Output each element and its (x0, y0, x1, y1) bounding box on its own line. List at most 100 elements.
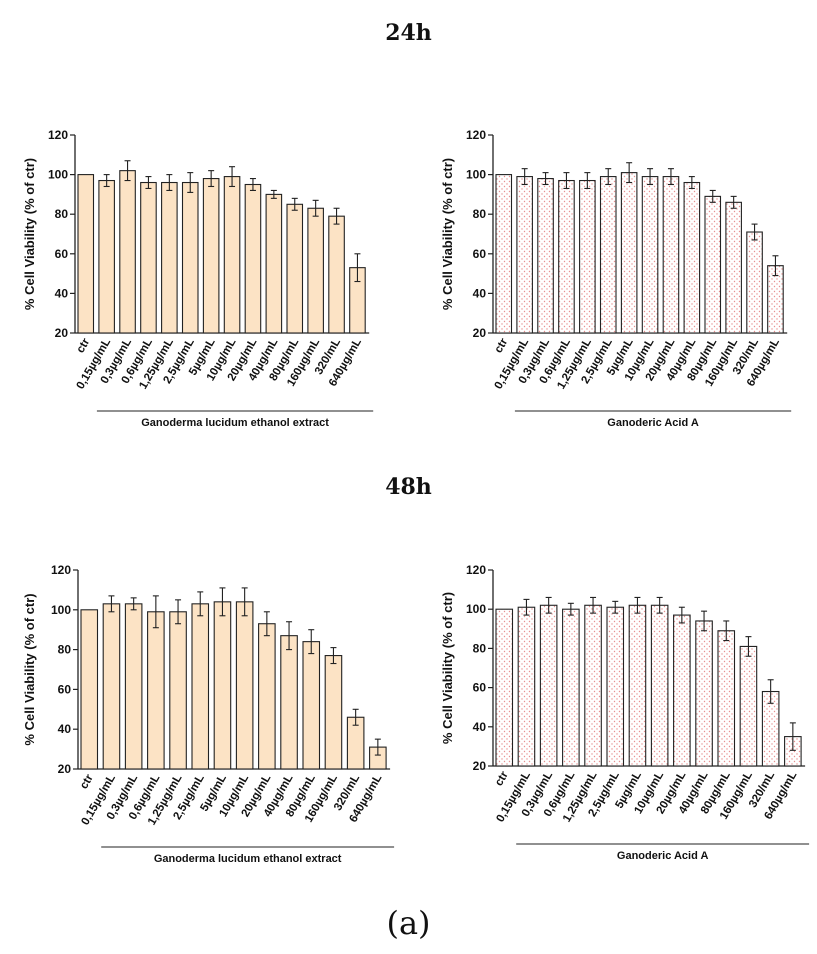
bar-10 (286, 203, 304, 334)
error-bar-2 (545, 596, 552, 614)
error-bar-13 (789, 722, 796, 751)
bar-4 (584, 604, 602, 767)
error-bar-1 (523, 598, 530, 616)
x-tick-label: ctr (493, 769, 511, 788)
bar-5 (599, 176, 617, 334)
error-bar-7 (241, 587, 248, 617)
error-bar-5 (605, 168, 612, 186)
bar-chart-24h-acid: % Cell Viability (% of ctr) 20 40 60 80 100 12… (440, 128, 792, 429)
bar-11 (324, 655, 343, 770)
error-bar-7 (647, 168, 654, 186)
error-bar-6 (626, 162, 633, 184)
group-label: Ganoderic Acid A (607, 417, 699, 429)
bar-2 (539, 604, 558, 767)
section-title-24h: 24h (385, 20, 432, 46)
group-label: Ganoderma lucidum ethanol extract (154, 853, 342, 865)
bar-6 (628, 604, 647, 767)
error-bar-7 (656, 596, 663, 614)
y-axis-label: % Cell Viability (% of ctr) (22, 158, 37, 310)
bar-5 (191, 603, 210, 770)
error-bar-11 (312, 199, 319, 217)
y-tick-label: 40 (473, 720, 487, 734)
bar-3 (140, 181, 157, 334)
y-tick-label: 60 (473, 681, 487, 695)
bar-2 (119, 170, 136, 334)
bar-9 (280, 635, 298, 770)
bar-12 (746, 231, 763, 334)
y-tick-label: 40 (58, 722, 72, 736)
figure-label: (a) (386, 904, 431, 942)
bar-11 (307, 207, 324, 334)
y-tick-label: 100 (466, 168, 486, 182)
error-bar-12 (767, 679, 774, 704)
error-bar-12 (751, 223, 758, 241)
y-tick-label: 80 (58, 643, 72, 657)
error-bar-10 (709, 189, 716, 203)
bar-4 (579, 179, 596, 334)
bar-3 (562, 608, 580, 767)
y-tick-label: 100 (466, 602, 486, 616)
error-bar-11 (330, 647, 337, 665)
error-bar-1 (521, 168, 528, 186)
bar-0 (80, 609, 99, 770)
error-bar-8 (249, 178, 256, 191)
error-bar-10 (308, 629, 315, 655)
error-bar-3 (145, 176, 152, 190)
error-bar-12 (352, 708, 359, 726)
y-tick-label: 100 (51, 603, 71, 617)
bar-4 (169, 611, 187, 770)
bar-2 (537, 178, 554, 334)
error-bar-2 (130, 597, 137, 611)
bar-3 (147, 611, 165, 770)
error-bar-6 (208, 170, 215, 188)
error-bar-8 (667, 168, 674, 186)
bar-7 (235, 601, 254, 770)
y-tick-label: 40 (473, 286, 487, 300)
y-tick-label: 120 (51, 563, 71, 577)
y-tick-label: 20 (473, 326, 487, 340)
error-bar-5 (197, 591, 204, 617)
bar-7 (223, 176, 241, 334)
error-bar-8 (263, 611, 270, 637)
y-tick-label: 20 (55, 326, 69, 340)
error-bar-5 (187, 172, 194, 193)
bar-10 (302, 641, 321, 770)
error-bar-9 (270, 189, 277, 199)
y-tick-label: 120 (466, 563, 486, 577)
error-bar-6 (219, 587, 226, 617)
bar-4 (161, 181, 178, 334)
error-bar-2 (124, 160, 131, 182)
bar-6 (213, 601, 232, 770)
error-bar-5 (612, 600, 619, 614)
y-axis-label: % Cell Viability (% of ctr) (440, 158, 455, 310)
error-bar-13 (374, 738, 381, 756)
bar-9 (683, 181, 701, 334)
bar-9 (695, 620, 713, 767)
y-tick-label: 60 (58, 682, 72, 696)
error-bar-6 (634, 596, 641, 614)
y-tick-label: 80 (473, 641, 487, 655)
y-axis-label: % Cell Viability (% of ctr) (22, 593, 37, 745)
bar-8 (662, 176, 680, 334)
bar-10 (717, 630, 736, 767)
error-bar-4 (175, 599, 182, 625)
y-axis-label: % Cell Viability (% of ctr) (440, 592, 455, 744)
y-tick-label: 100 (48, 168, 68, 182)
section-title-48h: 48h (385, 474, 432, 500)
x-tick-label: ctr (78, 772, 96, 791)
bar-chart-48h-acid: % Cell Viability (% of ctr) 20 40 60 80 100 12… (440, 563, 810, 862)
error-bar-2 (542, 172, 549, 186)
x-tick-label: ctr (75, 336, 93, 355)
bar-1 (517, 606, 536, 767)
error-bar-4 (166, 174, 173, 191)
bar-8 (673, 614, 691, 767)
error-bar-3 (563, 172, 570, 190)
bar-8 (258, 623, 276, 770)
bar-3 (558, 179, 575, 334)
error-bar-1 (108, 595, 115, 613)
bar-11 (725, 201, 742, 334)
bar-5 (181, 181, 199, 334)
bar-2 (124, 603, 143, 770)
bar-12 (328, 215, 345, 334)
bar-6 (620, 172, 638, 334)
